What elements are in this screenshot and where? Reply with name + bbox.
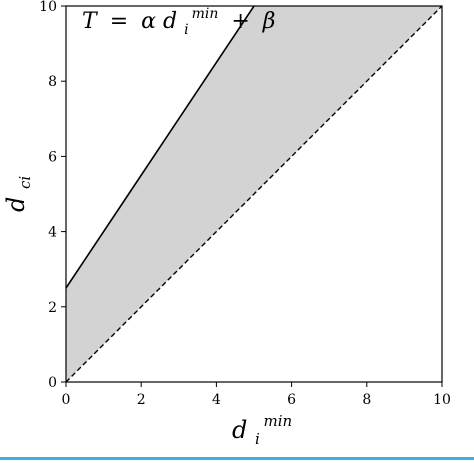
y-tick-label: 6 <box>48 149 57 165</box>
formula-superscript: min <box>192 6 219 22</box>
y-tick-label: 8 <box>48 74 57 90</box>
formula-subscript: i <box>184 22 188 38</box>
y-tick-label: 4 <box>48 225 57 241</box>
plot-area <box>66 6 442 382</box>
plot-frame <box>65 5 443 383</box>
x-axis-title-sup: min <box>263 412 292 430</box>
formula-coefficient: α <box>141 9 156 34</box>
y-axis-title-base: d <box>2 197 30 212</box>
bottom-rule <box>0 457 474 460</box>
x-tick-label: 4 <box>212 392 221 408</box>
axis-ticks: 0 2 4 6 8 10 0 2 4 6 8 10 <box>39 0 451 408</box>
formula-annotation: T = α d i min + β <box>82 0 276 40</box>
formula-constant: β <box>262 9 276 34</box>
y-axis-title-sub: ci <box>16 176 34 189</box>
x-axis-title: d i min <box>232 412 292 450</box>
y-tick-label: 2 <box>48 300 57 316</box>
diagonal-dashed-line <box>66 6 442 382</box>
formula-equals: = <box>110 9 128 34</box>
y-tick-label: 10 <box>39 0 57 15</box>
y-axis-title: d ci <box>2 176 34 212</box>
formula-lhs: T <box>82 9 99 34</box>
formula-variable: d <box>163 9 177 34</box>
x-axis-title-sub: i <box>255 430 260 448</box>
formula-plus: + <box>231 9 249 34</box>
x-tick-label: 6 <box>287 392 296 408</box>
upper-bound-line <box>66 6 255 289</box>
x-tick-label: 10 <box>433 392 451 408</box>
x-tick-label: 2 <box>137 392 146 408</box>
x-tick-label: 0 <box>62 392 71 408</box>
x-tick-label: 8 <box>362 392 371 408</box>
x-axis-title-base: d <box>232 416 247 444</box>
y-tick-label: 0 <box>48 375 57 391</box>
